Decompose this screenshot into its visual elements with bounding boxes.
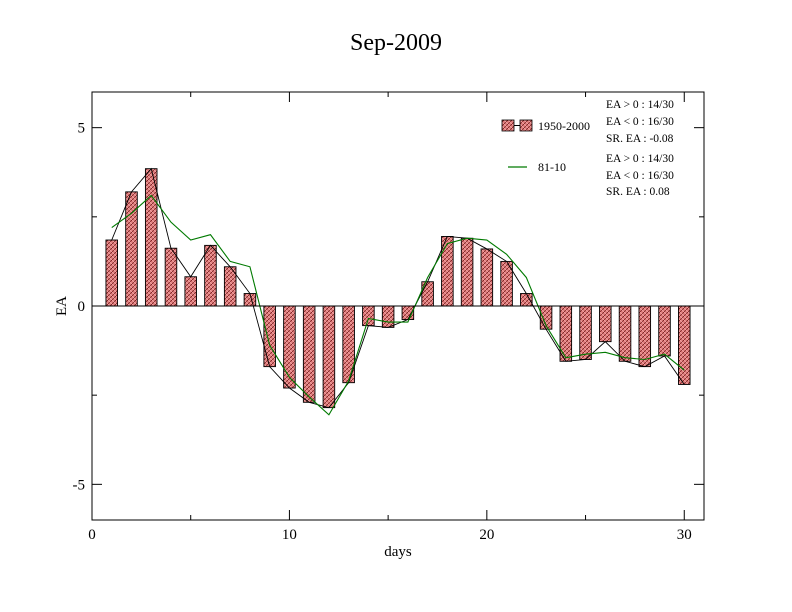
bar-day-3	[144, 168, 158, 307]
y-axis-label: EA	[54, 296, 70, 316]
legend-label-1950-2000: 1950-2000	[538, 119, 590, 133]
y-tick-label: 5	[78, 121, 86, 137]
x-tick-label: 20	[479, 527, 494, 543]
bar-day-26	[599, 305, 612, 343]
stat-81-10-neg: EA < 0 : 16/30	[606, 170, 674, 182]
bar-day-25	[579, 305, 592, 360]
stat-81-10-pos: EA > 0 : 14/30	[606, 153, 674, 165]
bar-day-28	[638, 305, 652, 368]
bar-day-10	[283, 305, 296, 389]
bar-day-15	[381, 305, 395, 328]
bar-day-9	[263, 305, 276, 368]
bar-day-11	[302, 305, 316, 403]
bar-day-24	[559, 305, 573, 362]
bar-day-4	[164, 247, 178, 307]
bar-day-6	[204, 244, 217, 307]
bar-day-14	[362, 305, 375, 327]
chart-title: Sep-2009	[350, 30, 442, 56]
stat-81-10-sr: SR. EA : 0.08	[606, 186, 670, 198]
y-tick-label: -5	[73, 477, 86, 493]
bar-connector-line-1950-2000	[111, 167, 685, 409]
stat-1950-2000-neg: EA < 0 : 16/30	[606, 116, 674, 128]
bar-day-30	[678, 305, 691, 385]
bar-day-8	[243, 293, 257, 307]
legend: 1950-2000 EA > 0 : 14/30 EA < 0 : 16/30 …	[501, 99, 674, 198]
bar-series-1950-2000	[105, 168, 691, 409]
bar-day-19	[460, 237, 474, 307]
bar-day-12	[322, 305, 336, 409]
x-axis-label: days	[384, 544, 412, 560]
x-tick-label: 0	[88, 527, 96, 543]
bar-day-5	[184, 276, 197, 307]
bar-day-1	[105, 239, 118, 307]
legend-swatch-left	[501, 119, 515, 132]
bar-day-29	[658, 305, 671, 357]
x-tick-label: 10	[282, 527, 297, 543]
bar-day-22	[520, 293, 533, 307]
line-series-group	[111, 167, 685, 416]
bar-day-20	[480, 248, 494, 307]
bar-day-27	[618, 305, 632, 362]
stat-1950-2000-sr: SR. EA : -0.08	[606, 133, 674, 145]
y-tick-label: 0	[78, 299, 86, 315]
stat-1950-2000-pos: EA > 0 : 14/30	[606, 99, 674, 111]
line-series-81-10	[111, 194, 685, 416]
legend-swatch-right	[519, 119, 533, 132]
axes: 0 10 20 30 5 0 -5	[73, 92, 704, 543]
legend-label-81-10: 81-10	[538, 160, 566, 174]
x-tick-label: 30	[677, 527, 692, 543]
